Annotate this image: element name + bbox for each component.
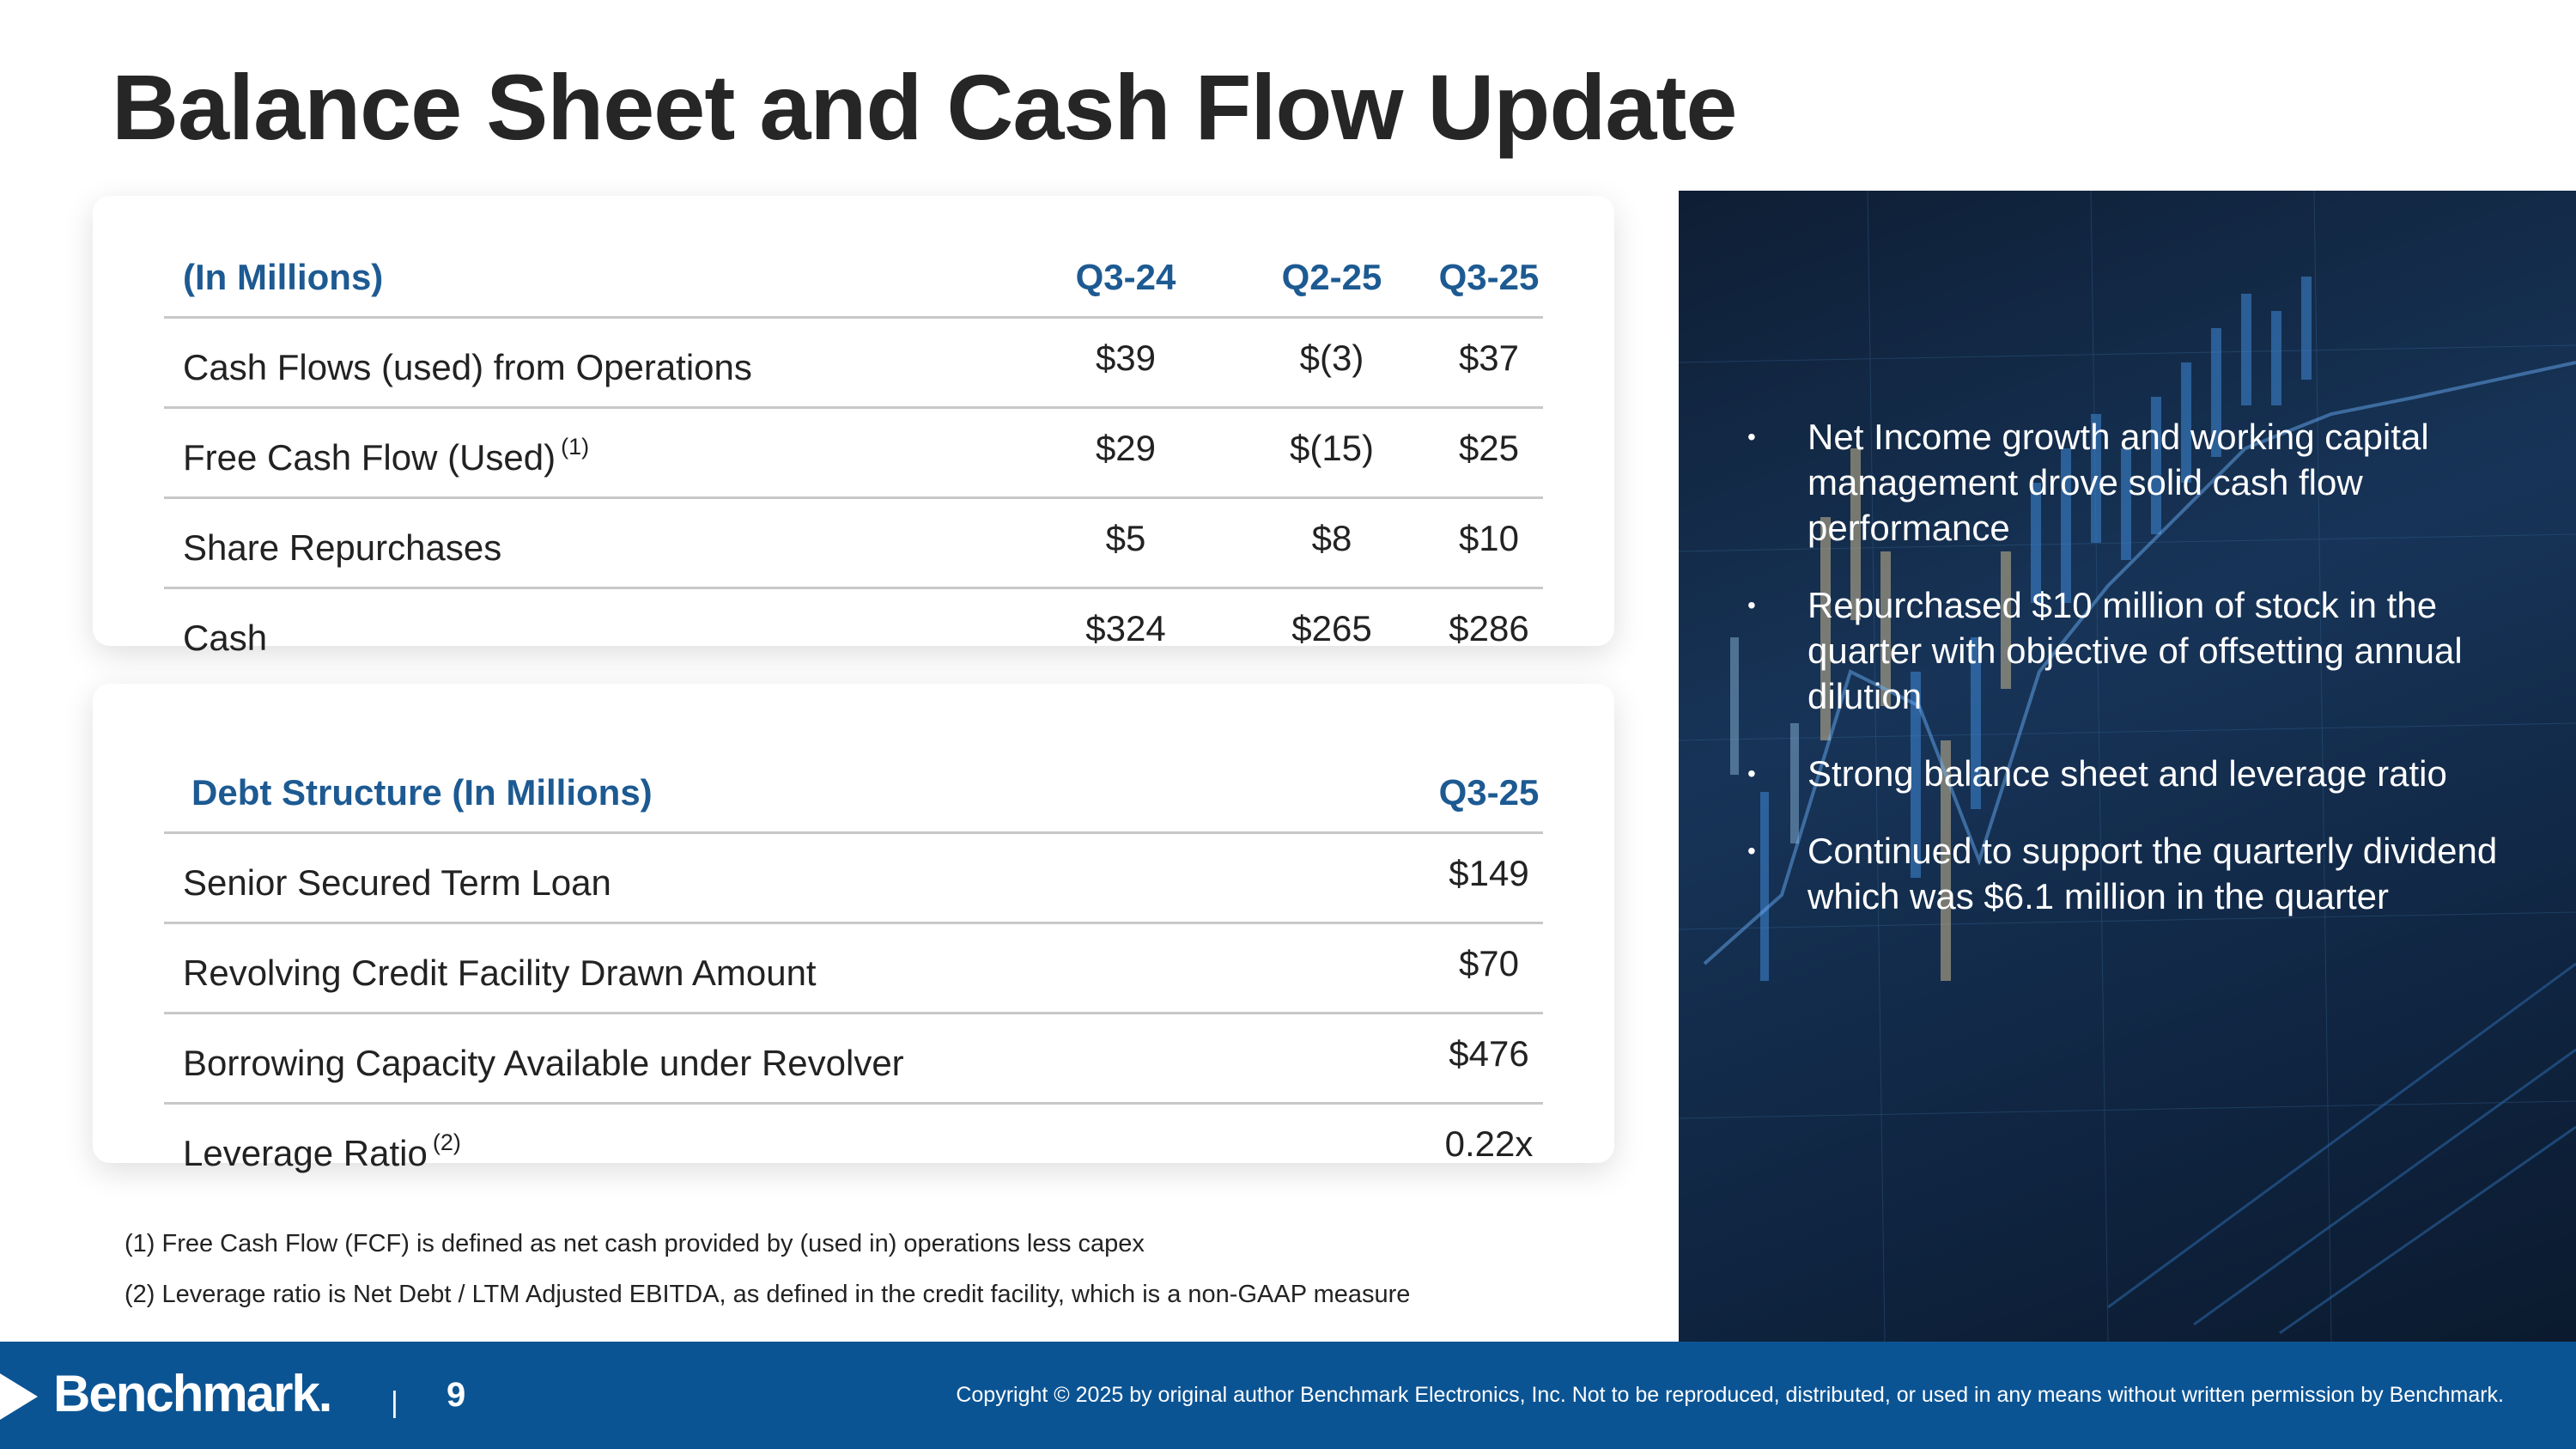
row-label-text: Senior Secured Term Loan xyxy=(183,862,611,903)
row-label: Share Repurchases xyxy=(164,496,1023,588)
row-label-text: Leverage Ratio xyxy=(183,1133,428,1173)
list-item: • Continued to support the quarterly div… xyxy=(1747,828,2546,919)
bullet-marker: • xyxy=(1747,760,1756,787)
cell-value: $286 xyxy=(1435,587,1543,677)
page-number: 9 xyxy=(447,1376,466,1414)
cell-value: $265 xyxy=(1229,587,1435,677)
row-label-text: Cash xyxy=(183,618,268,658)
benchmark-logo-icon xyxy=(0,1373,38,1420)
bullet-text: Strong balance sheet and leverage ratio xyxy=(1807,753,2447,794)
row-label: Senior Secured Term Loan xyxy=(164,831,1435,923)
cell-value: $25 xyxy=(1435,406,1543,498)
table-row: Revolving Credit Facility Drawn Amount $… xyxy=(164,922,1543,1014)
bullet-marker: • xyxy=(1747,592,1756,618)
bullet-marker: • xyxy=(1747,837,1756,864)
column-header: Q3-25 xyxy=(1438,257,1540,297)
table-header-label: Debt Structure (In Millions) xyxy=(191,772,653,813)
bullet-marker: • xyxy=(1747,423,1756,450)
column-header: Q3-24 xyxy=(1075,257,1176,297)
table-row: Free Cash Flow (Used) (1) $29 $(15) $25 xyxy=(164,406,1543,498)
bullet-text: Continued to support the quarterly divid… xyxy=(1807,831,2498,916)
footnote-marker: (2) xyxy=(432,1129,461,1155)
table-row: Borrowing Capacity Available under Revol… xyxy=(164,1012,1543,1104)
cell-value: $8 xyxy=(1229,496,1435,588)
debt-structure-card: Debt Structure (In Millions) Q3-25 Senio… xyxy=(93,684,1614,1192)
table-row: Senior Secured Term Loan $149 xyxy=(164,831,1543,923)
table-row: Cash Flows (used) from Operations $39 $(… xyxy=(164,316,1543,408)
row-label: Cash Flows (used) from Operations xyxy=(164,316,1023,408)
cash-flow-card: (In Millions) Q3-24 Q2-25 Q3-25 Cash Flo… xyxy=(93,196,1614,677)
row-label: Borrowing Capacity Available under Revol… xyxy=(164,1012,1435,1104)
table-header-row: (In Millions) Q3-24 Q2-25 Q3-25 xyxy=(164,239,1543,318)
table-header-row: Debt Structure (In Millions) Q3-25 xyxy=(164,754,1543,833)
bullet-text: Net Income growth and working capital ma… xyxy=(1807,417,2429,548)
debt-structure-table: Debt Structure (In Millions) Q3-25 Senio… xyxy=(164,754,1543,1192)
list-item: • Repurchased $10 million of stock in th… xyxy=(1747,582,2546,719)
bullet-text: Repurchased $10 million of stock in the … xyxy=(1807,585,2463,716)
candlestick-chart-decoration xyxy=(1679,191,2576,1342)
cell-value: $(3) xyxy=(1229,316,1435,408)
table-row: Share Repurchases $5 $8 $10 xyxy=(164,496,1543,588)
cell-value: $149 xyxy=(1435,831,1543,923)
cell-value: $476 xyxy=(1435,1012,1543,1104)
row-label: Free Cash Flow (Used) (1) xyxy=(164,406,1023,498)
cell-value: $70 xyxy=(1435,922,1543,1014)
table-header-label: (In Millions) xyxy=(183,257,384,297)
column-header: Q2-25 xyxy=(1281,257,1382,297)
cell-value: $(15) xyxy=(1229,406,1435,498)
table-row: Cash $324 $265 $286 xyxy=(164,587,1543,677)
cell-value: $39 xyxy=(1023,316,1229,408)
row-label-text: Free Cash Flow (Used) xyxy=(183,437,556,478)
cell-value: $37 xyxy=(1435,316,1543,408)
list-item: • Strong balance sheet and leverage rati… xyxy=(1747,751,2546,796)
cash-flow-table: (In Millions) Q3-24 Q2-25 Q3-25 Cash Flo… xyxy=(164,239,1543,677)
footnotes: (1) Free Cash Flow (FCF) is defined as n… xyxy=(125,1230,1410,1331)
column-header: Q3-25 xyxy=(1438,772,1540,813)
row-label-text: Share Repurchases xyxy=(183,527,502,568)
footer-bar: Benchmark. | 9 Copyright © 2025 by origi… xyxy=(0,1342,2576,1449)
cell-value: $10 xyxy=(1435,496,1543,588)
row-label-text: Revolving Credit Facility Drawn Amount xyxy=(183,953,817,993)
row-label: Revolving Credit Facility Drawn Amount xyxy=(164,922,1435,1014)
page-title: Balance Sheet and Cash Flow Update xyxy=(112,55,1737,159)
cell-value: $324 xyxy=(1023,587,1229,677)
cell-value: $29 xyxy=(1023,406,1229,498)
stock-chart-photo xyxy=(1679,191,2576,1342)
key-points-list: • Net Income growth and working capital … xyxy=(1747,414,2546,951)
copyright-notice: Copyright © 2025 by original author Benc… xyxy=(956,1383,2504,1407)
footer-separator: | xyxy=(391,1386,398,1419)
row-label: Cash xyxy=(164,587,1023,677)
footnote-marker: (1) xyxy=(561,434,590,460)
row-label: Leverage Ratio (2) xyxy=(164,1102,1435,1192)
benchmark-logo: Benchmark. xyxy=(53,1365,332,1422)
row-label-text: Borrowing Capacity Available under Revol… xyxy=(183,1043,904,1083)
cell-value: $5 xyxy=(1023,496,1229,588)
footnote: (1) Free Cash Flow (FCF) is defined as n… xyxy=(125,1230,1145,1257)
list-item: • Net Income growth and working capital … xyxy=(1747,414,2546,551)
cell-value: 0.22x xyxy=(1435,1102,1543,1192)
table-row: Leverage Ratio (2) 0.22x xyxy=(164,1102,1543,1192)
footnote: (2) Leverage ratio is Net Debt / LTM Adj… xyxy=(125,1281,1411,1308)
row-label-text: Cash Flows (used) from Operations xyxy=(183,347,752,387)
